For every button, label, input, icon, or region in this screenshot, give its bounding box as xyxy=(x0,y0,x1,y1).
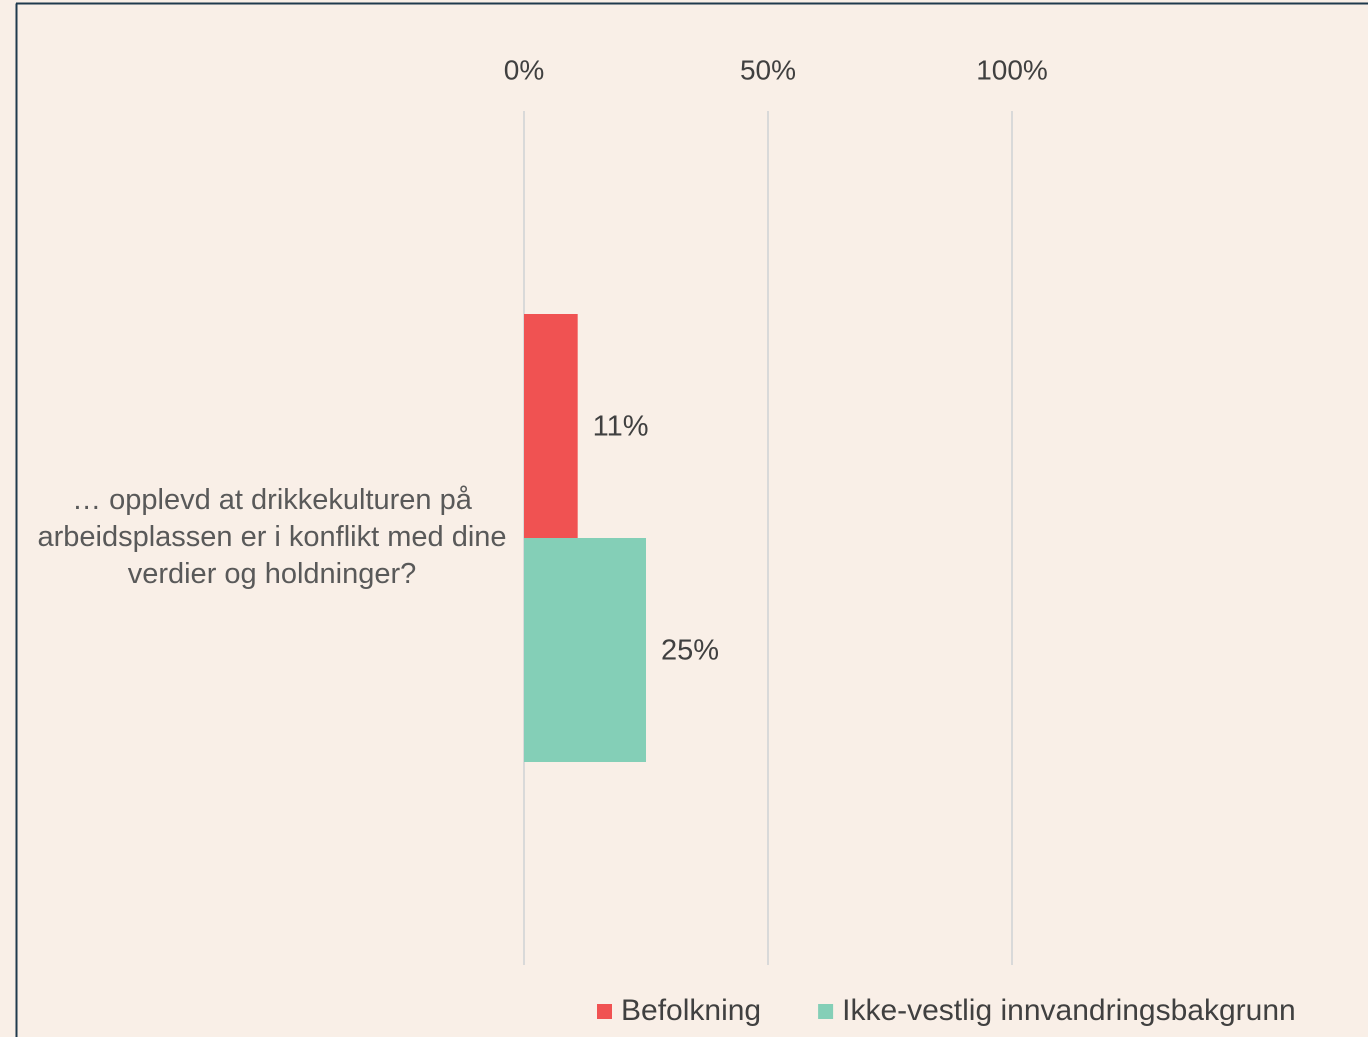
legend-label: Ikke-vestlig innvandringsbakgrunn xyxy=(842,994,1296,1027)
x-tick-label: 0% xyxy=(504,54,544,85)
data-label: 11% xyxy=(593,411,649,443)
x-tick-label: 100% xyxy=(976,54,1048,85)
legend-label: Befolkning xyxy=(621,994,761,1027)
bar xyxy=(524,538,646,762)
x-tick-label: 50% xyxy=(740,54,796,85)
bar xyxy=(524,314,578,538)
category-label: … opplevd at drikkekulturen på arbeidspl… xyxy=(37,484,507,590)
legend-swatch xyxy=(818,1004,834,1019)
legend-swatch xyxy=(597,1004,612,1019)
data-label: 25% xyxy=(661,635,719,667)
